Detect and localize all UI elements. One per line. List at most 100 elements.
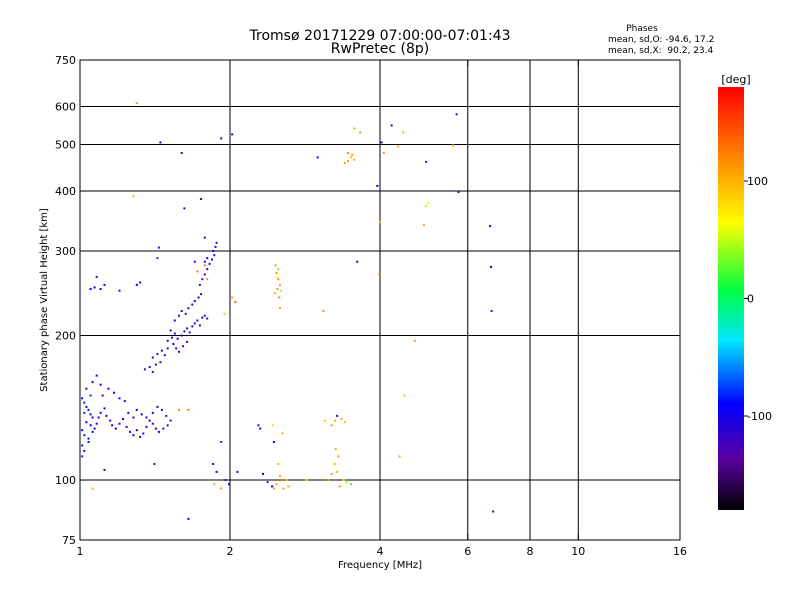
data-point	[135, 408, 138, 411]
data-point	[114, 427, 117, 430]
data-point	[350, 156, 353, 159]
data-point	[91, 416, 94, 419]
data-point	[234, 300, 237, 303]
phases-mean-x: mean, sd,X: 90.2, 23.4	[608, 46, 714, 56]
data-point	[157, 246, 160, 249]
data-point	[153, 463, 156, 465]
data-point	[122, 418, 124, 420]
data-point	[81, 455, 84, 458]
data-point	[380, 141, 383, 144]
data-point	[191, 303, 194, 306]
x-tick-label: 1	[77, 545, 84, 558]
data-point	[157, 430, 160, 433]
colorbar-tick-label: 100	[747, 175, 768, 188]
data-point	[200, 293, 203, 296]
x-tick-label: 6	[464, 545, 471, 558]
data-point	[107, 387, 110, 390]
data-point	[457, 191, 460, 194]
data-point	[334, 448, 337, 451]
data-point	[166, 424, 169, 427]
data-point	[169, 329, 172, 332]
data-point	[87, 408, 90, 411]
data-point	[330, 472, 333, 475]
data-point	[342, 479, 345, 481]
data-point	[224, 479, 227, 481]
data-point	[203, 236, 206, 239]
data-points	[81, 102, 495, 520]
data-point	[148, 419, 151, 422]
data-point	[350, 483, 353, 486]
x-tick-label: 10	[571, 545, 585, 558]
data-point	[215, 241, 218, 244]
x-axis-ticks: 1 2 4 6 8 10 16	[77, 60, 687, 558]
data-point	[118, 422, 121, 425]
data-point	[212, 463, 215, 465]
x-tick-label: 4	[377, 545, 384, 558]
y-tick-label: 75	[62, 534, 76, 547]
data-point	[154, 427, 157, 430]
data-point	[173, 319, 176, 322]
data-point	[91, 430, 94, 433]
data-point	[83, 434, 86, 437]
data-point	[118, 397, 121, 400]
data-point	[427, 201, 430, 204]
data-point	[178, 408, 180, 411]
data-point	[273, 292, 276, 295]
data-point	[123, 400, 126, 403]
data-point	[327, 479, 330, 481]
data-point	[345, 481, 348, 484]
data-point	[353, 158, 356, 161]
data-point	[187, 307, 190, 310]
data-point	[356, 260, 359, 263]
data-point	[162, 427, 165, 430]
data-point	[212, 250, 215, 252]
data-point	[159, 141, 162, 144]
data-point	[159, 361, 162, 364]
data-point	[231, 296, 234, 299]
data-point	[223, 312, 226, 315]
y-tick-label: 600	[55, 101, 76, 114]
data-point	[180, 310, 183, 312]
colorbar	[718, 87, 744, 510]
data-point	[186, 340, 189, 343]
data-point	[206, 278, 209, 281]
data-point	[353, 127, 356, 130]
data-point	[271, 485, 274, 488]
data-point	[379, 220, 381, 223]
data-point	[89, 288, 92, 290]
data-point	[129, 430, 131, 433]
data-point	[175, 347, 178, 350]
data-point	[125, 425, 128, 428]
data-point	[272, 424, 274, 427]
data-point	[227, 483, 230, 486]
colorbar-tick-label: 0	[747, 293, 754, 306]
data-point	[206, 317, 209, 320]
data-point	[323, 419, 326, 422]
y-tick-label: 400	[55, 185, 76, 198]
phases-mean-o: mean, sd,O: -94.6, 17.2	[608, 35, 714, 45]
y-axis-label: Stationary phase Virtual Height [km]	[39, 208, 50, 392]
data-point	[220, 137, 223, 140]
data-point	[182, 345, 185, 348]
data-point	[166, 339, 169, 342]
data-point	[103, 407, 106, 410]
data-point	[338, 485, 341, 488]
data-point	[403, 394, 406, 397]
data-point	[142, 432, 145, 435]
data-point	[337, 455, 340, 458]
data-point	[316, 156, 319, 159]
data-point	[154, 363, 157, 366]
data-point	[193, 260, 196, 263]
data-point	[334, 463, 337, 465]
data-point	[208, 262, 211, 265]
data-point	[140, 413, 143, 416]
data-point	[213, 254, 216, 257]
data-point	[171, 336, 173, 339]
data-point	[135, 283, 138, 286]
data-point	[340, 418, 343, 420]
data-point	[83, 449, 86, 452]
data-point	[215, 470, 218, 473]
data-point	[180, 152, 183, 154]
data-point	[214, 245, 217, 248]
